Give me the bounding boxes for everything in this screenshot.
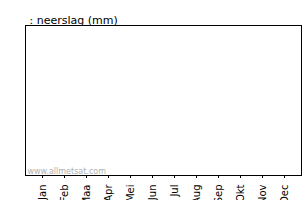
svg-text:Jan: Jan — [37, 185, 48, 200]
svg-text:Feb: Feb — [59, 185, 70, 200]
svg-text:: neerslag (mm): : neerslag (mm) — [30, 14, 118, 27]
svg-text:www.allmetsat.com: www.allmetsat.com — [28, 167, 107, 176]
svg-text:Jun: Jun — [147, 185, 158, 200]
svg-text:Maa: Maa — [81, 185, 92, 200]
svg-text:Sep: Sep — [213, 185, 224, 200]
svg-text:Nov: Nov — [257, 184, 268, 200]
svg-text:Okt: Okt — [235, 184, 246, 200]
svg-text:Jul: Jul — [169, 185, 180, 198]
svg-text:Apr: Apr — [103, 184, 114, 200]
svg-text:Dec: Dec — [279, 185, 290, 200]
svg-text:Aug: Aug — [191, 185, 202, 200]
svg-text:Mei: Mei — [125, 185, 136, 200]
